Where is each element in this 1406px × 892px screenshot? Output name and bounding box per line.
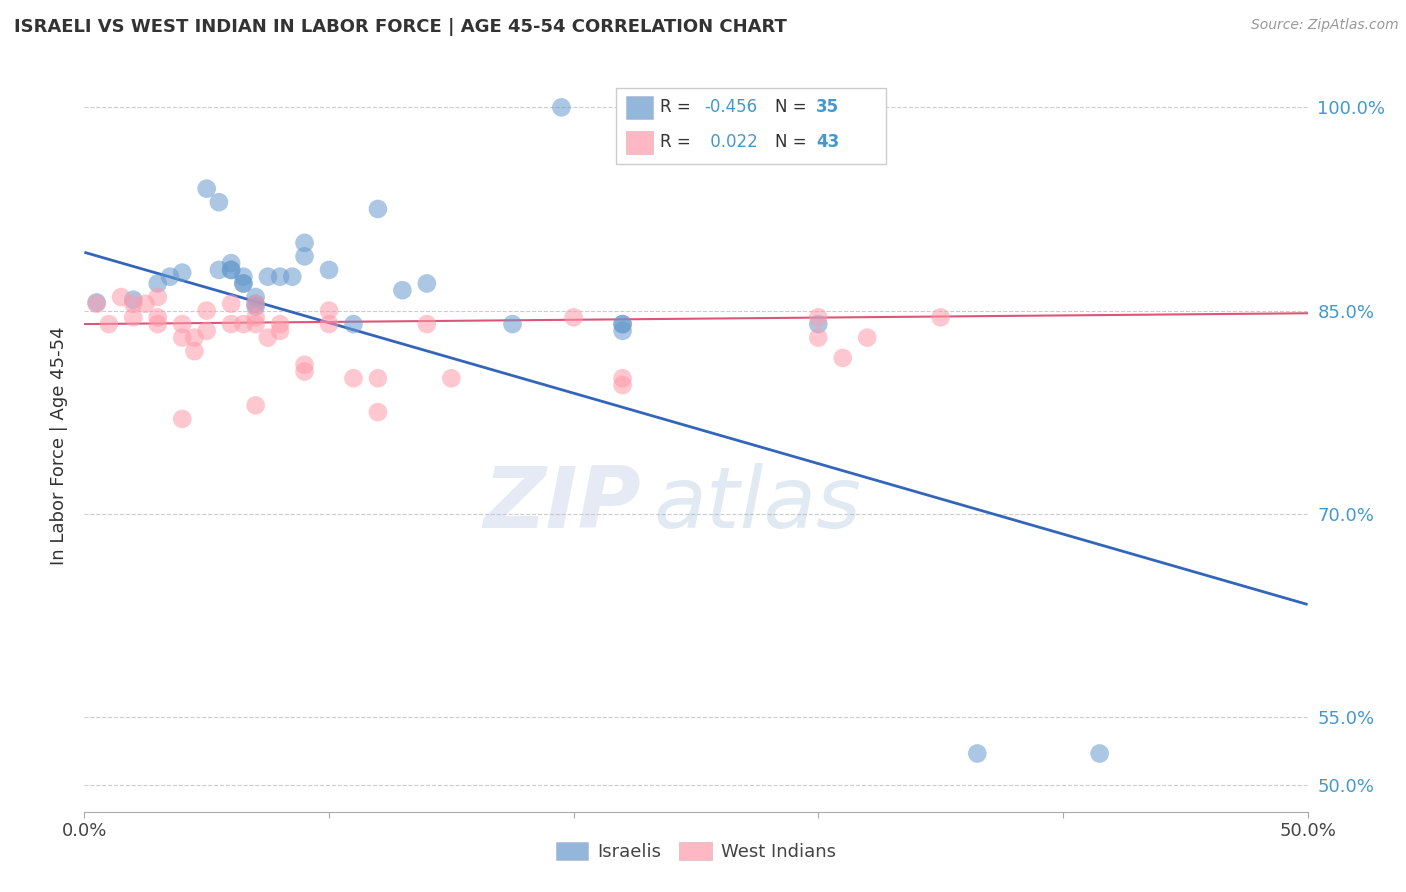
Point	[807, 317, 830, 331]
Point	[86, 295, 108, 310]
Point	[245, 290, 267, 304]
Text: ZIP: ZIP	[484, 463, 641, 546]
Point	[245, 297, 267, 311]
Point	[342, 317, 364, 331]
Point	[367, 405, 389, 419]
Point	[219, 256, 242, 270]
Point	[146, 290, 169, 304]
Point	[269, 317, 291, 331]
Point	[367, 202, 389, 216]
Text: 43: 43	[815, 134, 839, 152]
Point	[219, 317, 242, 331]
Point	[831, 351, 853, 365]
Text: N =: N =	[776, 134, 813, 152]
Point	[245, 310, 267, 325]
Point	[269, 324, 291, 338]
Point	[135, 297, 157, 311]
Point	[966, 747, 988, 761]
Point	[416, 277, 439, 291]
Point	[122, 297, 145, 311]
Text: Source: ZipAtlas.com: Source: ZipAtlas.com	[1251, 18, 1399, 32]
Point	[159, 269, 181, 284]
Point	[294, 249, 316, 263]
Text: -0.456: -0.456	[704, 98, 758, 116]
Point	[294, 235, 316, 250]
Point	[122, 310, 145, 325]
Point	[318, 317, 340, 331]
Point	[612, 317, 634, 331]
Point	[318, 303, 340, 318]
Point	[245, 398, 267, 412]
Point	[97, 317, 120, 331]
Point	[245, 297, 267, 311]
Point	[856, 331, 879, 345]
Point	[172, 412, 194, 426]
Point	[391, 283, 413, 297]
Point	[612, 378, 634, 392]
Point	[269, 269, 291, 284]
Text: 35: 35	[815, 98, 839, 116]
Point	[208, 263, 231, 277]
Point	[195, 181, 218, 195]
Point	[612, 317, 634, 331]
Text: atlas: atlas	[654, 463, 860, 546]
Point	[232, 277, 254, 291]
Point	[612, 324, 634, 338]
Point	[367, 371, 389, 385]
Point	[294, 358, 316, 372]
Point	[550, 100, 572, 114]
Point	[122, 293, 145, 307]
Text: 0.022: 0.022	[704, 134, 758, 152]
Point	[110, 290, 132, 304]
Point	[208, 195, 231, 210]
Point	[172, 317, 194, 331]
Point	[294, 364, 316, 378]
Point	[807, 310, 830, 325]
Bar	[626, 95, 654, 119]
Point	[232, 317, 254, 331]
Point	[281, 269, 304, 284]
Point	[929, 310, 952, 325]
Point	[1088, 747, 1111, 761]
Point	[219, 297, 242, 311]
Point	[183, 331, 205, 345]
Point	[232, 277, 254, 291]
Point	[86, 297, 108, 311]
Point	[807, 331, 830, 345]
Point	[183, 344, 205, 359]
Text: R =: R =	[661, 98, 696, 116]
Legend: Israelis, West Indians: Israelis, West Indians	[548, 835, 844, 869]
Point	[146, 310, 169, 325]
Point	[245, 317, 267, 331]
Point	[440, 371, 463, 385]
Point	[232, 269, 254, 284]
Point	[245, 300, 267, 314]
Point	[612, 371, 634, 385]
Point	[195, 324, 218, 338]
Point	[318, 263, 340, 277]
Point	[219, 263, 242, 277]
Point	[172, 266, 194, 280]
Y-axis label: In Labor Force | Age 45-54: In Labor Force | Age 45-54	[49, 326, 67, 566]
Point	[146, 277, 169, 291]
Text: R =: R =	[661, 134, 696, 152]
Point	[172, 331, 194, 345]
Point	[257, 331, 280, 345]
Point	[219, 263, 242, 277]
Text: N =: N =	[776, 98, 813, 116]
Point	[416, 317, 439, 331]
FancyBboxPatch shape	[616, 87, 886, 164]
Point	[342, 371, 364, 385]
Point	[195, 303, 218, 318]
Point	[257, 269, 280, 284]
Point	[146, 317, 169, 331]
Point	[562, 310, 585, 325]
Point	[501, 317, 523, 331]
Text: ISRAELI VS WEST INDIAN IN LABOR FORCE | AGE 45-54 CORRELATION CHART: ISRAELI VS WEST INDIAN IN LABOR FORCE | …	[14, 18, 787, 36]
Bar	[626, 131, 654, 154]
